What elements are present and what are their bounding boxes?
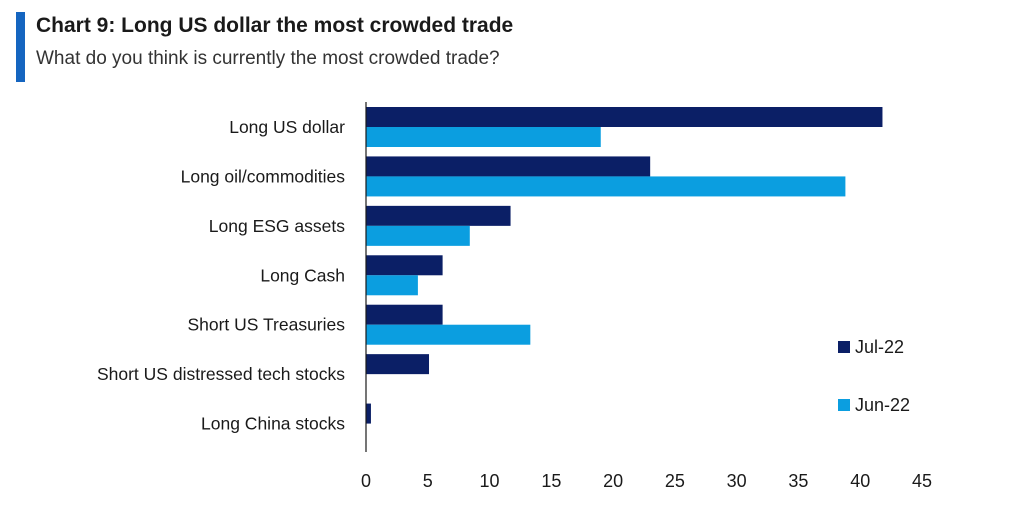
x-tick-label: 35 (788, 471, 808, 491)
bar-jul-22-0 (366, 107, 883, 127)
category-label: Long ESG assets (209, 216, 345, 236)
bar-jul-22-1 (366, 156, 651, 177)
bar-jun-22-1 (366, 176, 846, 197)
bar-jun-22-3 (366, 275, 418, 296)
x-tick-label: 15 (541, 471, 561, 491)
category-label: Long China stocks (201, 414, 345, 434)
chart-title: Chart 9: Long US dollar the most crowded… (36, 14, 514, 37)
title-accent-bar (16, 12, 25, 82)
x-tick-labels: 0 5 10 15 20 25 30 35 40 45 (361, 471, 932, 491)
bar-jul-22-6 (366, 403, 371, 424)
category-label: Short US Treasuries (187, 315, 345, 335)
legend-swatch-jul-22 (838, 341, 850, 353)
x-tick-label: 40 (850, 471, 870, 491)
bar-jun-22-2 (366, 225, 470, 246)
legend: Jul-22 Jun-22 (838, 337, 910, 415)
legend-swatch-jun-22 (838, 399, 850, 411)
category-label: Long oil/commodities (181, 166, 346, 186)
x-tick-label: 20 (603, 471, 623, 491)
bar-jun-22-4 (366, 324, 531, 345)
legend-label-jul-22: Jul-22 (855, 337, 904, 357)
bar-jul-22-2 (366, 205, 511, 226)
x-tick-label: 0 (361, 471, 371, 491)
category-label: Long Cash (260, 265, 345, 285)
bar-jul-22-3 (366, 255, 443, 276)
x-tick-label: 45 (912, 471, 932, 491)
category-label: Short US distressed tech stocks (97, 364, 345, 384)
category-label: Long US dollar (229, 117, 345, 137)
x-tick-label: 25 (665, 471, 685, 491)
chart-subtitle: What do you think is currently the most … (36, 48, 500, 69)
bar-jun-22-0 (366, 127, 601, 147)
bar-jul-22-4 (366, 304, 443, 325)
legend-label-jun-22: Jun-22 (855, 395, 910, 415)
category-labels: Long US dollar Long oil/commodities Long E… (97, 117, 345, 434)
bars-group (366, 107, 883, 424)
x-tick-label: 30 (727, 471, 747, 491)
x-tick-label: 10 (480, 471, 500, 491)
x-tick-label: 5 (423, 471, 433, 491)
bar-jul-22-5 (366, 354, 430, 375)
